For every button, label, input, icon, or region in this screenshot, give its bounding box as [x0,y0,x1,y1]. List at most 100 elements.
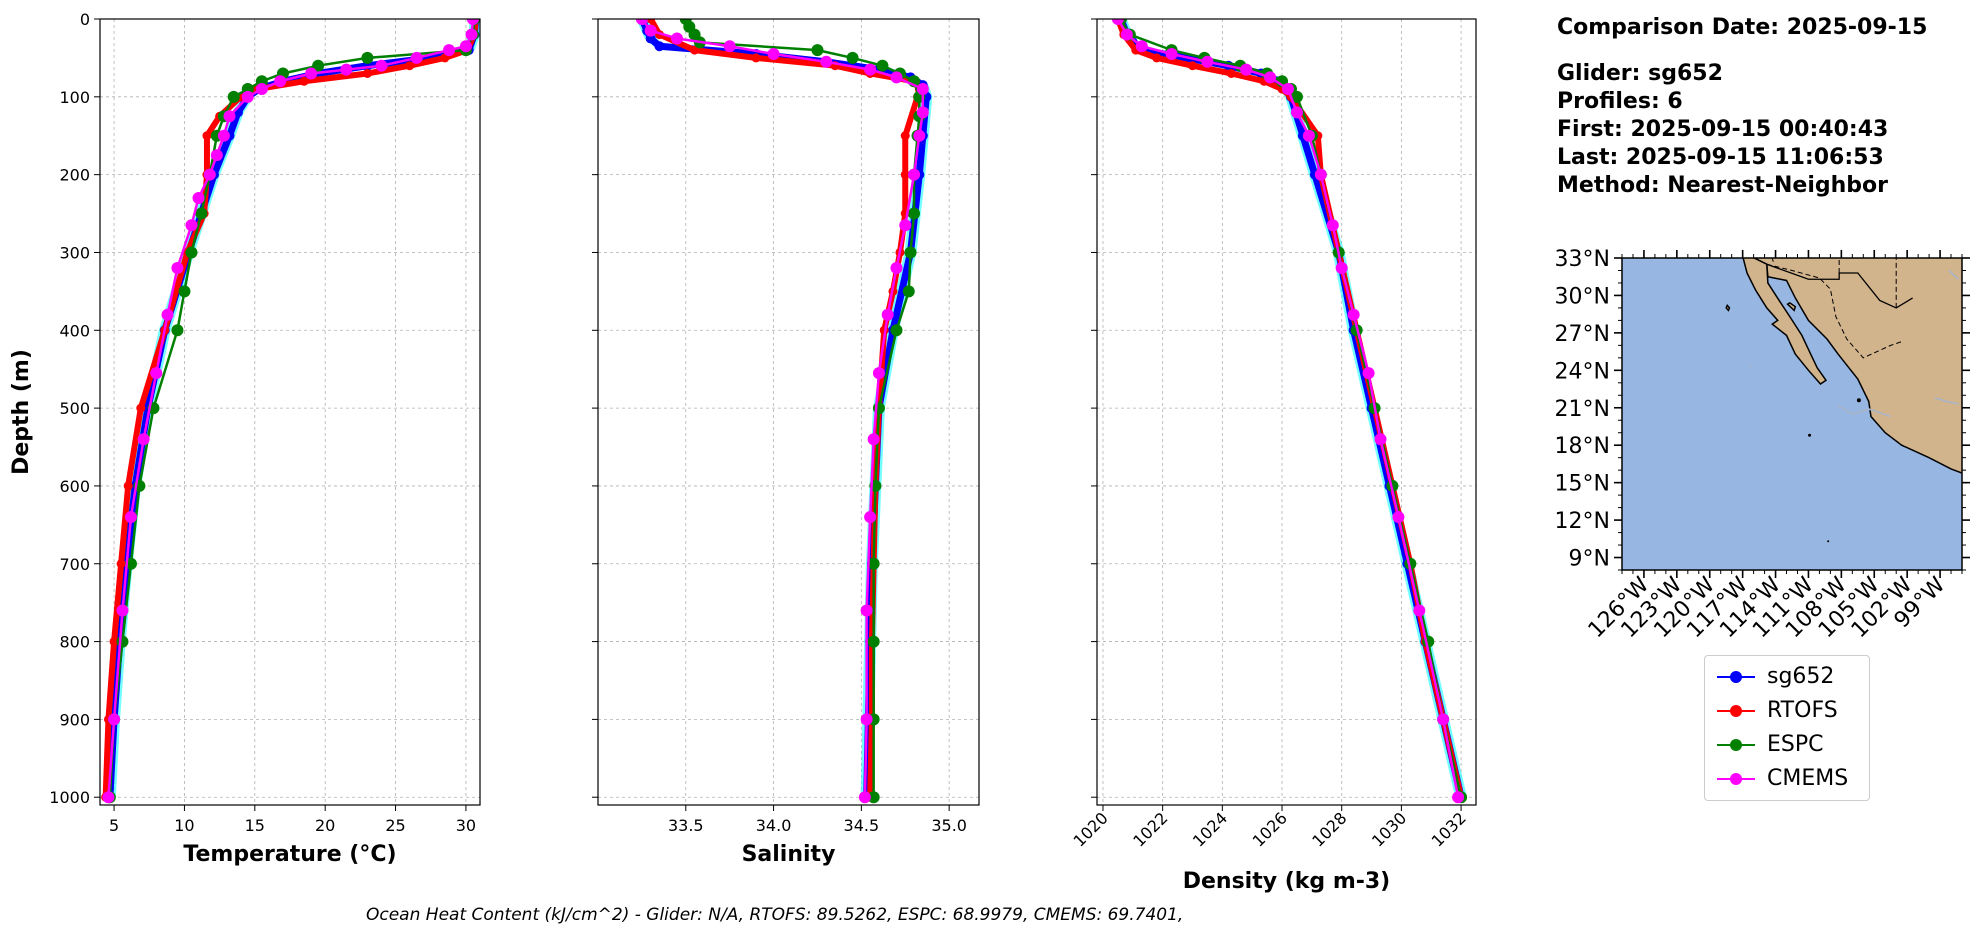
data-point-cmems [1240,63,1253,76]
method: Method: Nearest-Neighbor [1557,173,1888,198]
data-point-espc [227,90,240,103]
data-point-rtofs [900,170,910,180]
legend-marker [1730,671,1742,683]
river [1934,397,1959,405]
profiles-count: Profiles: 6 [1557,89,1683,114]
x-tick-label: 15 [245,816,265,835]
axes-frame [1096,18,1477,806]
legend-marker [1730,705,1742,717]
data-point-cmems [916,83,929,96]
river [1748,363,1752,367]
data-point-espc [904,246,917,259]
legend-label: CMEMS [1767,766,1849,791]
data-point-rtofs [1152,53,1162,63]
y-tick-label: 200 [59,166,90,185]
x-tick-label: 34.0 [756,816,792,835]
comparison-date: Comparison Date: 2025-09-15 [1557,15,1928,40]
last-time: Last: 2025-09-15 11:06:53 [1557,145,1884,170]
y-tick-label: 100 [59,88,90,107]
data-point-cmems [1264,71,1277,84]
data-point-sg652 [654,41,665,52]
legend-label: ESPC [1767,732,1824,757]
data-point-cmems [1347,308,1360,321]
data-point-cmems [1165,48,1178,61]
data-point-espc [908,207,921,220]
data-point-cmems [860,713,873,726]
data-point-rtofs [690,45,700,55]
x-axis-label: Density (kg m-3) [1183,869,1391,894]
map-lat-label: 21°N [1555,397,1610,422]
x-axis-label: Temperature (°C) [183,842,396,867]
legend-label: sg652 [1767,664,1835,689]
border-us-mexico [1766,263,1913,309]
data-point-espc [116,635,129,648]
map-lat-label: 27°N [1555,322,1610,347]
data-point-espc [846,51,859,64]
data-point-cmems [116,604,129,617]
legend-item-rtofs: RTOFS [1705,694,1869,728]
data-point-cmems [908,168,921,181]
data-point-cmems [161,308,174,321]
y-tick-label: 0 [80,10,90,29]
series-group [101,19,480,804]
data-point-cmems [1452,791,1465,804]
data-point-cmems [274,75,287,88]
map-lat-label: 24°N [1555,359,1610,384]
island-marias [1856,398,1861,403]
data-point-cmems [340,63,353,76]
data-point-espc [890,324,903,337]
data-point-rtofs [405,61,415,71]
legend-label: RTOFS [1767,698,1838,723]
legend-marker [1730,773,1742,785]
data-point-cmems [223,110,236,123]
data-point-cmems [916,106,929,119]
data-point-rtofs [299,76,309,86]
data-point-espc [867,557,880,570]
data-point-espc [178,285,191,298]
data-point-cmems [671,32,684,45]
x-tick-label: 1024 [1189,808,1231,850]
data-point-cmems [913,129,926,142]
data-point-rtofs [136,403,146,413]
data-point-cmems [1314,168,1327,181]
data-point-cmems [820,55,833,68]
map-clip-group [1725,258,1962,543]
data-point-cmems [881,308,894,321]
data-point-rtofs [1187,61,1197,71]
axes-frame [597,18,980,806]
data-point-cmems [635,19,648,25]
river [1948,269,1960,280]
data-point-cmems [459,40,472,53]
border-state [1771,258,1774,262]
data-point-espc [867,791,880,804]
data-point-cmems [210,149,223,162]
data-point-rtofs [751,53,761,63]
x-tick-label: 1032 [1428,808,1470,850]
data-point-cmems [767,48,780,61]
data-point-cmems [867,433,880,446]
data-point-cmems [102,791,115,804]
x-axis-label: Salinity [742,842,836,867]
data-point-cmems [1201,55,1214,68]
data-point-cmems [465,28,478,41]
data-point-cmems [410,51,423,64]
map-lat-label: 12°N [1555,509,1610,534]
data-point-rtofs [362,68,372,78]
series-group [1111,19,1468,804]
data-point-espc [361,51,374,64]
island-socorro [1808,433,1812,437]
data-point-cmems [899,219,912,232]
data-point-espc [902,285,915,298]
data-point-rtofs [646,19,656,24]
data-point-cmems [858,791,871,804]
x-tick-label: 1028 [1308,808,1350,850]
data-point-cmems [864,511,877,524]
data-point-cmems [171,262,184,275]
data-point-espc [1290,90,1303,103]
data-point-cmems [1290,106,1303,119]
map-lat-label: 33°N [1555,247,1610,272]
profile-panel-2: 33.5 34.0 34.5 35.0 Salinity [592,18,980,867]
y-tick-label: 800 [59,633,90,652]
data-point-rtofs [1226,68,1236,78]
y-tick-label: 900 [59,710,90,729]
